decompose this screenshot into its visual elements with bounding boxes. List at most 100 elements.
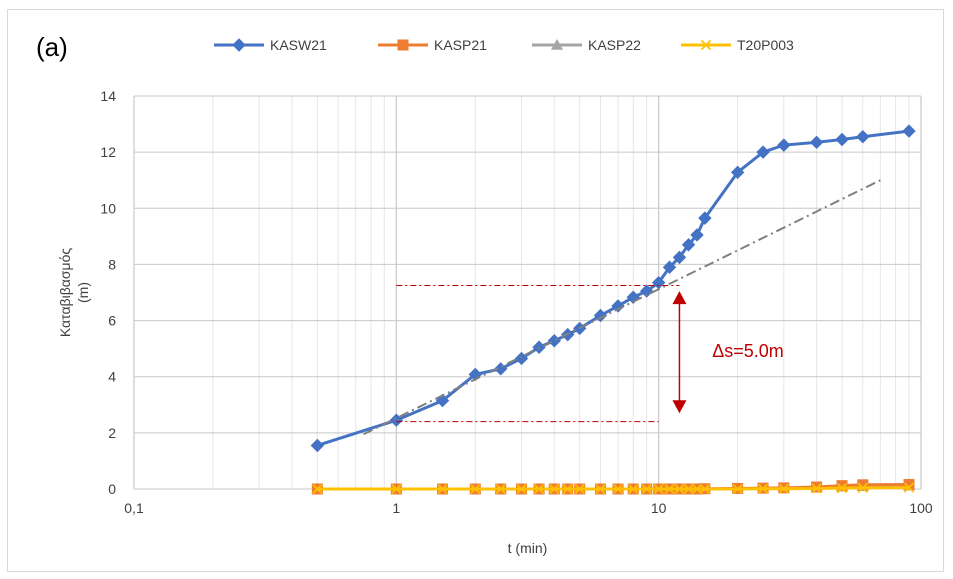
data-point-stroke: [811, 483, 822, 494]
data-point-stroke: [778, 483, 789, 494]
y-tick-label: 8: [108, 256, 116, 272]
data-point-stroke: [533, 483, 545, 495]
data-point: [683, 483, 694, 495]
data-point-stroke: [612, 483, 624, 495]
data-point: [641, 483, 652, 495]
legend-label: KASP21: [434, 37, 487, 53]
data-point-stroke: [674, 483, 685, 495]
y-axis-title-line: Καταβιβασμός: [57, 248, 73, 337]
fit-line: [363, 179, 881, 436]
y-tick-label: 4: [108, 369, 116, 385]
data-point-stroke: [516, 483, 527, 495]
data-point-stroke: [699, 483, 710, 495]
data-point: [857, 479, 869, 491]
data-point: [777, 138, 791, 152]
data-point: [611, 299, 625, 313]
data-point: [757, 483, 769, 494]
data-point: [397, 39, 409, 51]
data-point-stroke: [391, 483, 402, 495]
data-point-stroke: [732, 483, 743, 495]
data-point: [809, 135, 824, 150]
data-point: [628, 483, 639, 495]
y-tick-label: 10: [100, 200, 116, 216]
data-point: [495, 483, 506, 495]
delta-arrow-head-down: [672, 400, 687, 414]
data-point-stroke: [700, 39, 712, 51]
data-point: [639, 284, 654, 298]
data-point: [562, 483, 573, 495]
x-axis-title: t (min): [508, 540, 548, 556]
data-point: [653, 483, 664, 495]
legend-item: KASP21: [378, 37, 487, 53]
data-point: [310, 438, 325, 453]
data-point: [662, 260, 677, 274]
data-point: [691, 483, 703, 495]
data-point-stroke: [653, 483, 664, 495]
data-point: [549, 483, 560, 495]
data-point-stroke: [664, 483, 675, 495]
data-point: [698, 211, 712, 225]
data-point-stroke: [857, 482, 868, 494]
series-line: [316, 129, 910, 447]
data-point: [516, 483, 527, 495]
data-point-stroke: [562, 483, 573, 495]
data-point: [856, 129, 870, 144]
legend: KASW21 KASP21 KASP22 T20P003: [214, 37, 794, 53]
data-point: [312, 483, 323, 495]
data-point: [903, 479, 915, 491]
data-point-stroke: [437, 483, 448, 495]
x-tick-label: 100: [909, 500, 933, 516]
delta-arrow-head-up: [672, 291, 687, 305]
data-point: [595, 483, 606, 495]
legend-label: KASW21: [270, 37, 327, 53]
data-point: [547, 334, 561, 348]
data-point: [690, 228, 704, 242]
series-t20p003: [312, 482, 915, 495]
data-point: [836, 483, 848, 494]
data-point: [836, 480, 848, 492]
data-point: [574, 483, 585, 495]
y-tick-label: 6: [108, 313, 116, 329]
data-point: [674, 483, 685, 495]
legend-label: KASP22: [588, 37, 641, 53]
data-point-stroke: [549, 483, 560, 495]
series-kasp21: [311, 479, 915, 495]
data-point: [903, 482, 915, 493]
y-tick-label: 12: [100, 144, 116, 160]
data-point: [612, 483, 624, 495]
y-tick-label: 14: [100, 88, 116, 104]
data-point-stroke: [836, 483, 848, 494]
data-point-stroke: [574, 483, 585, 495]
data-point: [389, 413, 404, 427]
data-point-stroke: [595, 483, 606, 495]
y-tick-label: 2: [108, 425, 116, 441]
data-point: [664, 483, 675, 495]
data-point-stroke: [628, 483, 639, 495]
data-point: [437, 483, 448, 495]
data-point: [551, 39, 563, 50]
data-point-stroke: [691, 483, 703, 495]
x-tick-label: 0,1: [124, 500, 144, 516]
legend-item: T20P003: [681, 37, 794, 53]
data-point-stroke: [470, 483, 481, 495]
data-point: [778, 483, 789, 494]
data-point: [730, 165, 745, 180]
data-point: [700, 39, 712, 51]
data-point: [391, 483, 402, 495]
legend-label: T20P003: [737, 37, 794, 53]
y-tick-label: 0: [108, 481, 116, 497]
x-tick-label: 10: [651, 500, 667, 516]
series-kasw21: [310, 124, 916, 453]
data-point-stroke: [683, 483, 694, 495]
data-point: [699, 483, 710, 495]
data-point: [857, 482, 868, 494]
data-point: [732, 483, 743, 495]
grid-group: [133, 95, 922, 490]
data-point: [533, 483, 545, 495]
data-point: [902, 124, 916, 138]
data-point-stroke: [312, 483, 323, 495]
data-point: [514, 351, 529, 366]
data-point: [232, 38, 246, 52]
